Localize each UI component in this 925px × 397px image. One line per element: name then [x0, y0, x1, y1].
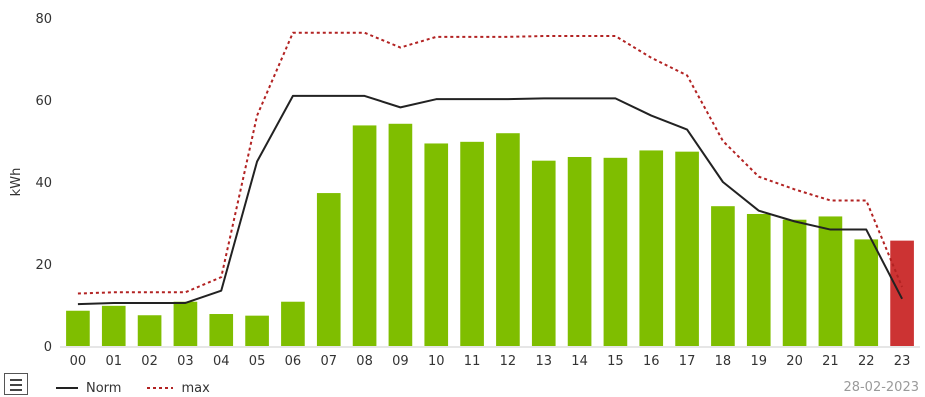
bar-01[interactable]: [101, 305, 126, 346]
x-tick-label: 22: [858, 354, 875, 369]
x-tick-label: 13: [535, 354, 552, 369]
bar-09[interactable]: [388, 123, 413, 346]
x-tick-label: 07: [320, 354, 337, 369]
x-tick-label: 18: [715, 354, 732, 369]
bar-18[interactable]: [711, 206, 735, 346]
x-tick-label: 20: [786, 354, 803, 369]
bar-11[interactable]: [460, 141, 484, 346]
x-tick-label: 17: [679, 354, 696, 369]
bar-04[interactable]: [209, 314, 234, 346]
bar-12[interactable]: [496, 133, 520, 346]
legend-max-label: max: [181, 380, 210, 396]
bar-13[interactable]: [531, 160, 556, 346]
x-tick-label: 06: [285, 354, 302, 369]
bar-03[interactable]: [173, 301, 198, 346]
x-tick-label: 15: [607, 354, 624, 369]
legend-norm-label: Norm: [86, 380, 122, 396]
bar-08[interactable]: [352, 125, 377, 346]
bar-14[interactable]: [567, 156, 592, 346]
x-tick-label: 16: [643, 354, 660, 369]
bar-06[interactable]: [281, 301, 305, 346]
x-tick-label: 03: [177, 354, 194, 369]
x-tick-label: 23: [894, 354, 911, 369]
bar-02[interactable]: [137, 315, 162, 346]
x-tick-label: 01: [105, 354, 122, 369]
chart-canvas: 0 20 40 60 80 kWh 00 01 02 03 04 05 06 07 08 09 10 11 12 13…: [9, 12, 920, 369]
x-tick-label: 12: [500, 354, 517, 369]
bar-00[interactable]: [66, 310, 90, 346]
x-tick-label: 09: [392, 354, 409, 369]
date-label: 28-02-2023: [843, 380, 919, 395]
line-max[interactable]: [77, 31, 904, 295]
y-tick-label: 20: [35, 258, 52, 273]
bar-23[interactable]: [890, 240, 914, 346]
bar-19[interactable]: [746, 213, 771, 346]
legend-item-norm[interactable]: Norm: [56, 381, 121, 396]
bar-15[interactable]: [603, 157, 628, 346]
legend: Norm max: [56, 380, 210, 396]
bar-20[interactable]: [782, 219, 807, 346]
menu-icon[interactable]: [4, 373, 28, 395]
x-tick-label: 05: [249, 354, 266, 369]
bar-21[interactable]: [818, 216, 843, 346]
y-tick-label: 40: [35, 176, 52, 191]
bar-16[interactable]: [639, 150, 664, 346]
legend-norm-swatch: [56, 387, 78, 389]
bar-17[interactable]: [675, 151, 699, 346]
line-norm[interactable]: [77, 94, 903, 306]
x-tick-label: 21: [822, 354, 839, 369]
y-tick-label: 80: [35, 12, 52, 27]
legend-item-max[interactable]: max: [147, 380, 210, 396]
x-tick-label: 10: [428, 354, 445, 369]
bar-05[interactable]: [245, 315, 269, 346]
x-tick-label: 00: [70, 354, 87, 369]
y-tick-label: 0: [44, 340, 52, 355]
x-tick-label: 04: [213, 354, 230, 369]
x-tick-label: 19: [750, 354, 767, 369]
x-tick-label: 02: [141, 354, 158, 369]
legend-max-swatch: [147, 387, 174, 389]
x-tick-label: 11: [464, 354, 481, 369]
y-axis-title: kWh: [9, 168, 24, 197]
bar-10[interactable]: [424, 143, 449, 346]
y-tick-label: 60: [35, 94, 52, 109]
bar-07[interactable]: [316, 193, 341, 346]
x-tick-label: 08: [356, 354, 373, 369]
bar-22[interactable]: [854, 239, 879, 346]
x-tick-label: 14: [571, 354, 588, 369]
